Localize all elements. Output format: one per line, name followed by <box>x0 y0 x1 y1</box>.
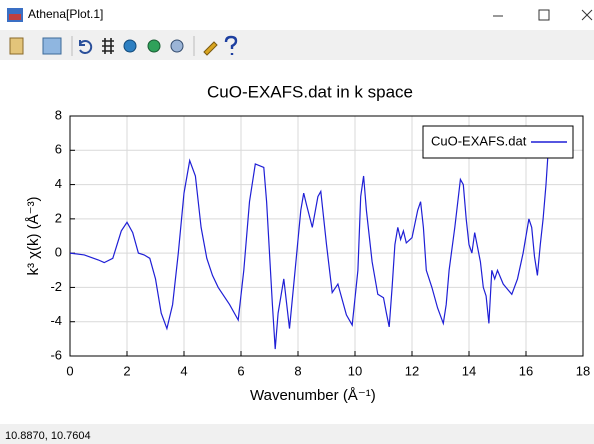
x-tick-label: 12 <box>405 363 419 378</box>
settings-icon[interactable] <box>203 41 218 56</box>
legend-label: CuO-EXAFS.dat <box>431 133 527 148</box>
x-tick-label: 10 <box>348 363 362 378</box>
chart-title: CuO-EXAFS.dat in k space <box>207 82 413 101</box>
x-tick-label: 0 <box>66 363 73 378</box>
zoom-reset-icon[interactable] <box>170 39 184 53</box>
status-text: 10.8870, 10.7604 <box>5 430 91 442</box>
refresh-icon[interactable] <box>79 40 93 54</box>
x-tick-label: 14 <box>462 363 476 378</box>
x-tick-label: 2 <box>123 363 130 378</box>
toolbar-icons[interactable] <box>9 35 238 56</box>
zoom-in-icon[interactable] <box>123 39 137 53</box>
x-tick-label: 4 <box>180 363 187 378</box>
plot: CuO-EXAFS.dat in k space Wavenumber (Å⁻¹… <box>25 82 590 403</box>
toolbar <box>0 30 594 60</box>
maximize-button[interactable] <box>538 9 550 21</box>
y-tick-label: -4 <box>50 313 62 328</box>
y-tick-label: 6 <box>55 142 62 157</box>
axes-frame <box>69 115 584 357</box>
y-tick-label: 0 <box>55 245 62 260</box>
y-tick-label: 8 <box>55 107 62 122</box>
x-tick-label: 16 <box>519 363 533 378</box>
window-title: Athena[Plot.1] <box>28 7 103 21</box>
y-tick-label: 2 <box>55 210 62 225</box>
data-line <box>69 140 553 350</box>
zoom-out-icon[interactable] <box>147 39 161 53</box>
x-tick-label: 6 <box>237 363 244 378</box>
x-tick-label: 8 <box>294 363 301 378</box>
y-tick-label: -2 <box>50 279 62 294</box>
close-button[interactable] <box>581 9 593 21</box>
x-axis-label: Wavenumber (Å⁻¹) <box>250 387 376 404</box>
x-tick-label: 18 <box>576 363 590 378</box>
save-icon[interactable] <box>42 37 62 55</box>
grid-icon[interactable] <box>102 38 114 54</box>
y-axis-label: k³ χ(k) (Å⁻³) <box>25 196 42 275</box>
y-tick-label: 4 <box>55 176 62 191</box>
help-icon[interactable] <box>224 35 238 55</box>
app-icon <box>7 8 23 22</box>
y-tick-label: -6 <box>50 347 62 362</box>
status-bar <box>0 424 594 444</box>
title-bar <box>0 0 594 30</box>
clipboard-icon[interactable] <box>9 37 24 55</box>
